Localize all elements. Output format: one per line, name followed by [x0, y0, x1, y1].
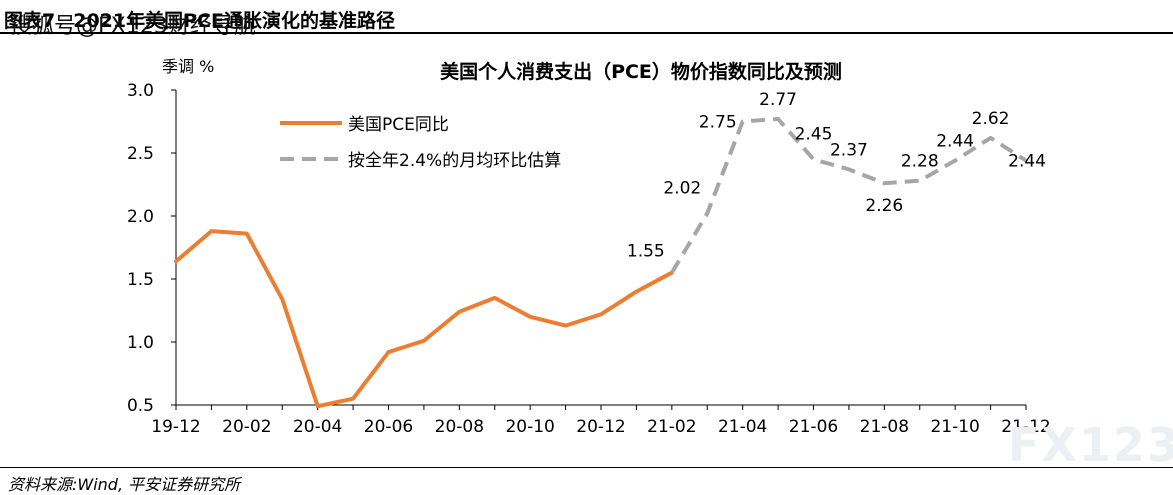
data-label: 2.75 — [699, 113, 737, 133]
y-tick-label: 2.5 — [127, 144, 154, 164]
x-tick-label: 20-06 — [364, 417, 413, 437]
x-tick-label: 21-06 — [789, 417, 838, 437]
top-rule — [0, 32, 1173, 34]
figure-number: 图表7 — [4, 10, 56, 32]
legend-label-pce: 美国PCE同比 — [348, 115, 449, 135]
y-axis-label: 季调 % — [162, 57, 214, 76]
data-label: 2.26 — [865, 196, 903, 216]
bottom-rule — [0, 467, 1173, 468]
x-tick-label: 20-12 — [576, 417, 625, 437]
y-tick-label: 0.5 — [127, 396, 154, 416]
series-line-0 — [174, 229, 674, 409]
source-note: 资料来源:Wind, 平安证券研究所 — [8, 475, 241, 494]
x-tick-label: 20-10 — [505, 417, 554, 437]
figure-title-text: 2021年美国PCE通胀演化的基准路径 — [73, 10, 395, 32]
legend-label-forecast: 按全年2.4%的月均环比估算 — [348, 151, 561, 171]
data-label: 2.44 — [1008, 152, 1046, 172]
data-label: 2.44 — [936, 132, 974, 152]
source-watermark: 搜狐号@FX123财经导航 — [10, 14, 256, 39]
pce-chart: 美国个人消费支出（PCE）物价指数同比及预测 季调 % 0.5 1.0 1.5 2.0 2.… — [127, 57, 1051, 437]
figure-title: 图表7 2021年美国PCE通胀演化的基准路径 — [4, 6, 395, 33]
x-tick-label: 21-02 — [647, 417, 696, 437]
data-label: 2.37 — [830, 140, 868, 160]
x-tick-label: 21-04 — [718, 417, 767, 437]
x-tick-label: 21-08 — [860, 417, 909, 437]
chart-title: 美国个人消费支出（PCE）物价指数同比及预测 — [440, 60, 842, 83]
x-tick-label: 20-02 — [222, 417, 271, 437]
y-tick-label: 1.0 — [127, 333, 154, 353]
data-label: 2.77 — [759, 90, 797, 110]
x-tick-label: 20-08 — [435, 417, 484, 437]
x-tick-label: 19-12 — [151, 417, 200, 437]
x-tick-label: 20-04 — [293, 417, 342, 437]
x-tick-label: 21-10 — [930, 417, 979, 437]
data-label: 2.62 — [972, 109, 1010, 129]
series-line-1 — [670, 116, 1028, 274]
data-label: 2.45 — [795, 124, 833, 144]
fx123-logo-watermark: FX123 — [1008, 418, 1173, 472]
data-label: 1.55 — [627, 242, 665, 262]
data-label: 2.02 — [663, 178, 701, 198]
y-tick-label: 1.5 — [127, 270, 154, 290]
x-tick-label: 21-12 — [1001, 417, 1050, 437]
y-tick-label: 3.0 — [127, 81, 154, 101]
data-label: 2.28 — [901, 152, 939, 172]
y-tick-label: 2.0 — [127, 207, 154, 227]
